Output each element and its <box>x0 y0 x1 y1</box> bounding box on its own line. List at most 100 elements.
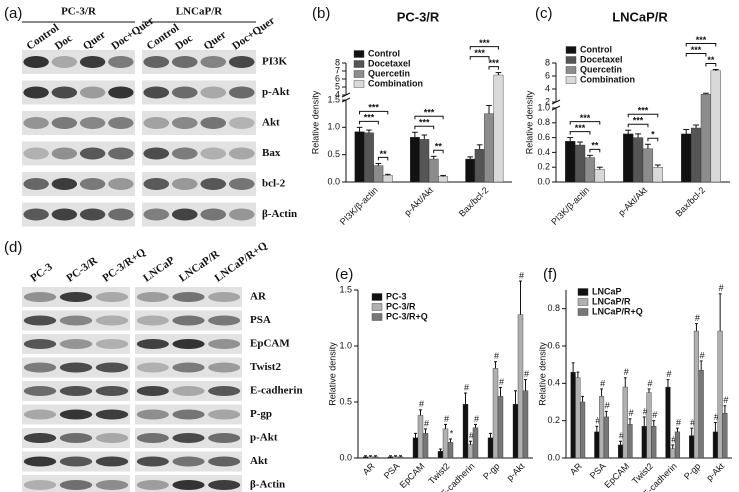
blot-band <box>208 386 241 396</box>
y-axis-label: Relative density <box>524 90 534 154</box>
x-tick-label: Bax/bcl-2 <box>673 185 707 219</box>
blot-band <box>23 386 57 396</box>
y-tick-label: 1.5 <box>327 94 340 104</box>
row-label: β-Actin <box>262 208 297 220</box>
bar <box>438 176 449 183</box>
y-tick-label: 0.0 <box>537 176 550 186</box>
bar <box>599 396 605 459</box>
significance-label: ** <box>380 149 388 159</box>
lane-label: Doc <box>173 32 195 52</box>
row-label: Akt <box>250 455 268 467</box>
legend-swatch <box>577 308 589 316</box>
blot-band <box>23 362 57 373</box>
blot-band <box>95 292 129 302</box>
blot-band <box>143 208 170 221</box>
bar <box>392 456 399 459</box>
bar <box>641 426 647 459</box>
group-label: PC-3/R <box>61 6 97 18</box>
significance-label: *** <box>474 48 485 58</box>
blot-band <box>136 315 169 326</box>
bar <box>632 137 644 183</box>
significance-label: *** <box>419 118 430 128</box>
significance-bracket <box>359 110 389 115</box>
blot-band <box>51 147 78 160</box>
legend-label: LNCaP/R+Q <box>592 306 643 316</box>
legend-swatch <box>565 66 577 74</box>
blot-band <box>23 339 57 349</box>
y-tick-label: 0.6 <box>537 132 550 142</box>
y-tick-label: 0.0 <box>327 176 340 186</box>
bar <box>651 426 657 459</box>
blot-band <box>95 315 129 326</box>
legend-label: Docetaxel <box>580 54 623 64</box>
blot-band <box>59 315 93 326</box>
significance-flag: # <box>643 406 648 416</box>
blot-band <box>143 178 170 190</box>
bar <box>717 330 723 459</box>
blot-band <box>228 178 255 190</box>
bar <box>409 136 420 183</box>
significance-bracket <box>569 121 601 125</box>
significance-bracket <box>469 46 499 50</box>
bar <box>362 456 369 459</box>
x-tick-label: AR <box>568 461 584 477</box>
blot-band <box>23 292 57 302</box>
x-tick-label: AR <box>361 461 377 477</box>
blot-band <box>59 409 93 420</box>
blot-band <box>228 117 255 129</box>
bar <box>522 390 529 459</box>
blot-band <box>208 456 241 467</box>
x-tick-label: p-Akt/Akt <box>402 185 435 218</box>
significance-bracket <box>685 53 707 57</box>
legend-label: PC-3/R+Q <box>386 311 428 321</box>
blot-band <box>200 178 227 190</box>
legend-label: Quercetin <box>368 68 410 78</box>
blot-band <box>108 117 134 129</box>
legend-swatch <box>353 70 365 78</box>
blot-band <box>59 433 93 443</box>
blot-band <box>172 339 205 349</box>
significance-bracket <box>627 123 649 128</box>
blot-band <box>23 117 49 129</box>
blot-band <box>51 208 78 221</box>
legend-label: Docetaxel <box>368 58 411 68</box>
significance-label: *** <box>368 103 379 113</box>
x-tick-label: EpCAM <box>398 461 427 490</box>
blot-band <box>171 117 198 129</box>
legend-swatch <box>353 50 365 58</box>
bar <box>584 157 596 183</box>
significance-flag: # <box>624 367 629 377</box>
significance-label: *** <box>575 123 586 133</box>
bar <box>442 428 449 459</box>
y-tick-label: 0.4 <box>537 147 550 157</box>
bar <box>417 415 424 459</box>
bar <box>484 113 494 183</box>
lane-label: LNCaP/R+Q <box>212 239 269 284</box>
y-tick-label: 0.2 <box>547 415 560 425</box>
bar <box>428 158 439 183</box>
blot-band <box>172 315 205 326</box>
row-label: Bax <box>262 147 281 159</box>
blot-band <box>143 147 170 160</box>
blot-band <box>79 147 106 160</box>
significance-flag: # <box>519 270 524 280</box>
blot-band <box>23 86 49 99</box>
lane-label: PC-3/R+Q <box>100 246 148 285</box>
blot-band <box>51 86 78 99</box>
y-tick-label: 0.6 <box>547 340 560 350</box>
significance-bracket <box>685 43 717 47</box>
legend-label: PC-3/R <box>386 301 416 311</box>
blot-band <box>108 86 134 99</box>
blot-band <box>95 480 129 490</box>
x-tick-label: PSA <box>588 461 608 481</box>
y-tick-label: 4 <box>545 83 550 93</box>
blot-band <box>172 362 205 373</box>
significance-flag: # <box>676 418 681 428</box>
significance-flag: * <box>450 428 454 438</box>
blot-band <box>136 339 169 349</box>
y-axis-label: Relative density <box>310 90 320 154</box>
y-tick-label: 0.5 <box>327 149 340 159</box>
x-tick-label: PSA <box>382 461 402 481</box>
blot-band <box>172 409 205 420</box>
blot-band <box>79 86 106 99</box>
